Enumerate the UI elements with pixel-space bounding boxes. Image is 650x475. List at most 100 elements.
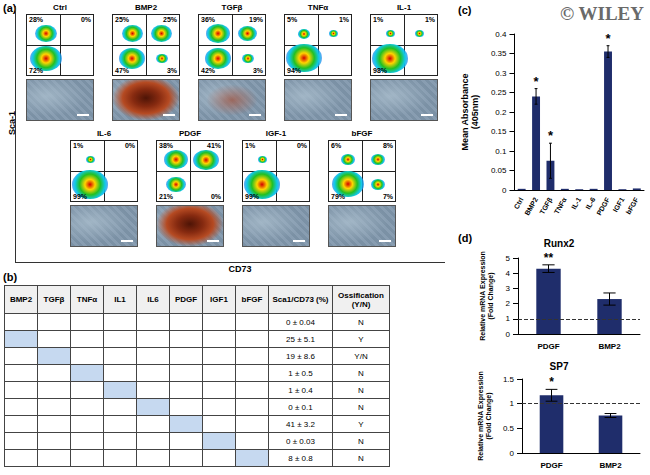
html-text:3%: 3% [166, 67, 177, 74]
html-text:Ossification (Y/N): Ossification (Y/N) [338, 290, 384, 309]
svg-text:2: 2 [506, 299, 511, 308]
html-text:94%: 94% [287, 67, 301, 74]
html-text:25 ± 5.1: 25 ± 5.1 [286, 334, 315, 344]
html-text:bFGF: bFGF [241, 295, 263, 304]
html-text:1%: 1% [373, 16, 384, 23]
html-text:3%: 3% [252, 67, 263, 74]
html-text:PDGF: PDGF [178, 129, 202, 138]
html-text:1%: 1% [73, 142, 84, 149]
html-text:bFGF: bFGF [351, 129, 373, 138]
html-text:(b): (b) [3, 271, 17, 283]
svg-text:1.5: 1.5 [503, 375, 515, 384]
svg-text:TNFα: TNFα [553, 196, 568, 216]
svg-text:bFGF: bFGF [625, 196, 641, 216]
html-text:Ctrl: Ctrl [53, 3, 67, 12]
html-text:0 ± 0.1: 0 ± 0.1 [288, 402, 313, 412]
svg-text:0: 0 [506, 330, 511, 339]
svg-text:0.4: 0.4 [495, 30, 507, 39]
html-text:8 ± 0.8: 8 ± 0.8 [288, 453, 313, 463]
svg-text:PDGF: PDGF [595, 196, 611, 217]
html-text:(a): (a) [3, 2, 17, 14]
html-text:1%: 1% [338, 16, 349, 23]
html-text:19 ± 8.6: 19 ± 8.6 [286, 351, 315, 361]
html-text:25%: 25% [115, 16, 129, 23]
svg-text:*: * [548, 128, 554, 143]
html-text:BMP2: BMP2 [9, 295, 33, 304]
svg-text:Mean Absorbance: Mean Absorbance [460, 73, 470, 150]
html-text:Y/N: Y/N [354, 351, 368, 361]
html-text:Sca-1: Sca-1 [7, 111, 17, 135]
html-text:42%: 42% [201, 67, 215, 74]
svg-text:SP7: SP7 [550, 361, 569, 372]
svg-text:4: 4 [506, 269, 511, 278]
svg-text:0.15: 0.15 [491, 127, 507, 136]
svg-text:0: 0 [502, 186, 507, 195]
html-text:(c): (c) [458, 4, 472, 16]
svg-text:IL-1: IL-1 [570, 196, 582, 210]
html-text:36%: 36% [201, 16, 215, 23]
html-text:72%: 72% [29, 67, 43, 74]
html-text:5%: 5% [287, 16, 298, 23]
svg-text:0.25: 0.25 [491, 88, 507, 97]
svg-text:Relative mRNA Expression: Relative mRNA Expression [477, 371, 485, 461]
html-text:19%: 19% [249, 16, 263, 23]
svg-text:TGFβ: TGFβ [538, 196, 554, 216]
html-text:0%: 0% [124, 142, 135, 149]
html-text:PDGF: PDGF [174, 295, 198, 304]
html-text:1%: 1% [424, 16, 435, 23]
html-text:41 ± 3.2: 41 ± 3.2 [286, 419, 315, 429]
html-text:© WILEY: © WILEY [559, 3, 644, 24]
svg-text:1: 1 [506, 314, 511, 323]
html-text:IGF-1: IGF-1 [265, 129, 287, 138]
svg-text:Relative mRNA Expression: Relative mRNA Expression [479, 251, 487, 341]
svg-text:(405nm): (405nm) [470, 95, 480, 130]
svg-text:0.5: 0.5 [503, 424, 515, 433]
html-text:98%: 98% [373, 67, 387, 74]
svg-text:5: 5 [506, 254, 511, 263]
html-text:0 ± 0.03: 0 ± 0.03 [286, 436, 315, 446]
html-text:TGFβ: TGFβ [43, 295, 65, 304]
html-text:47%: 47% [115, 67, 129, 74]
svg-text:*: * [605, 31, 611, 46]
svg-text:BMP2: BMP2 [599, 461, 622, 470]
svg-text:BMP2: BMP2 [523, 196, 539, 216]
svg-text:PDGF: PDGF [540, 461, 562, 470]
svg-text:1: 1 [510, 399, 515, 408]
svg-text:BMP2: BMP2 [598, 342, 621, 351]
svg-text:0.2: 0.2 [495, 108, 507, 117]
html-text:1 ± 0.4: 1 ± 0.4 [288, 385, 313, 395]
html-text:25%: 25% [163, 16, 177, 23]
html-text:IL1: IL1 [114, 295, 126, 304]
svg-text:Runx2: Runx2 [544, 238, 575, 249]
html-text:(d): (d) [458, 232, 472, 244]
html-text:IGF1: IGF1 [210, 295, 228, 304]
html-text:TNFα: TNFα [76, 295, 98, 304]
svg-text:(Fold Change): (Fold Change) [487, 272, 495, 319]
html-text:0 ± 0.04: 0 ± 0.04 [286, 317, 315, 327]
html-text:IL6: IL6 [147, 295, 159, 304]
svg-text:Ctrl: Ctrl [513, 196, 525, 210]
html-text:28%: 28% [29, 16, 43, 23]
svg-text:*: * [534, 74, 540, 89]
html-text:TGFβ: TGFβ [221, 3, 243, 12]
svg-text:IGF1: IGF1 [612, 196, 626, 213]
svg-text:*: * [549, 375, 554, 389]
html-text:0%: 0% [80, 16, 91, 23]
html-text:BMP2: BMP2 [134, 3, 158, 12]
html-text:CD73: CD73 [228, 264, 252, 274]
html-text:IL-1: IL-1 [396, 3, 412, 12]
svg-text:(Fold Change): (Fold Change) [485, 392, 493, 439]
svg-text:3: 3 [506, 284, 511, 293]
svg-text:0.1: 0.1 [495, 147, 507, 156]
svg-text:**: ** [544, 251, 554, 265]
html-text:TNFα: TNFα [307, 3, 329, 12]
html-text:Sca1/CD73 (%): Sca1/CD73 (%) [272, 295, 329, 304]
svg-text:IL-6: IL-6 [584, 196, 596, 210]
svg-text:0.3: 0.3 [495, 69, 507, 78]
svg-text:PDGF: PDGF [537, 342, 559, 351]
svg-text:0.35: 0.35 [491, 49, 507, 58]
html-text:1 ± 0.5: 1 ± 0.5 [288, 368, 313, 378]
svg-text:0.05: 0.05 [491, 166, 507, 175]
svg-text:0: 0 [510, 449, 515, 458]
html-text:IL-6: IL-6 [96, 129, 112, 138]
